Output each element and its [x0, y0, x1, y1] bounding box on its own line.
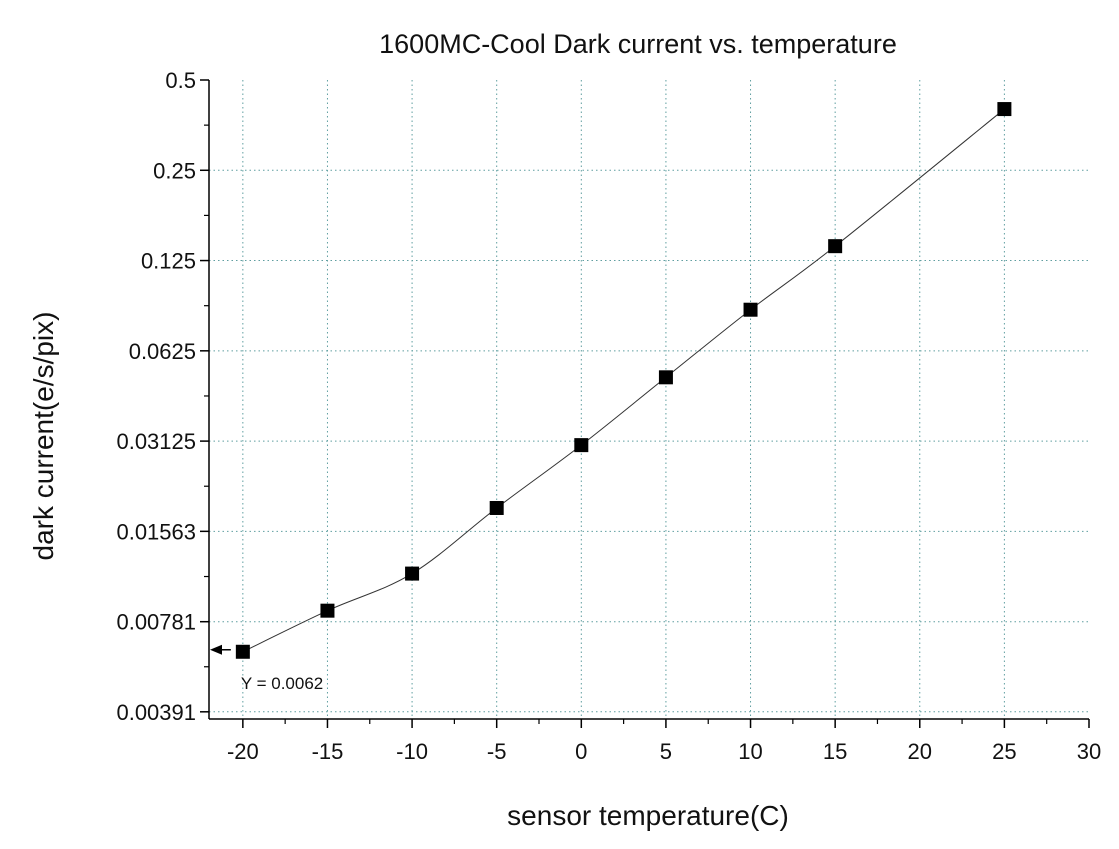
data-point-marker — [235, 644, 250, 659]
axes: -20 -15 -10 -5 0 5 10 15 20 25 30 0.00391 0.00781 0.0… — [116, 68, 1101, 764]
x-axis-label: sensor temperature(C) — [507, 800, 789, 831]
annotations: Y = 0.0062 — [210, 644, 323, 693]
data-point-marker — [320, 603, 335, 618]
y-axis-label: dark current(e/s/pix) — [28, 312, 59, 561]
data-point-marker — [658, 370, 673, 385]
series-line — [242, 108, 1005, 653]
chart-title: 1600MC-Cool Dark current vs. temperature — [379, 29, 897, 59]
x-tick-label: 5 — [660, 739, 672, 764]
x-tick-label: 15 — [823, 739, 847, 764]
y-tick-label: 0.00391 — [116, 700, 196, 725]
y-tick-label: 0.01563 — [116, 519, 196, 544]
x-tick-label: -5 — [487, 739, 507, 764]
x-tick-label: 0 — [575, 739, 587, 764]
y-tick-label: 0.125 — [141, 249, 196, 274]
x-tick-label: 10 — [738, 739, 762, 764]
annotation-arrow-head — [210, 644, 222, 655]
x-tick-label: 20 — [908, 739, 932, 764]
x-tick-label: -10 — [396, 739, 428, 764]
data-point-marker — [405, 566, 420, 581]
data-point-marker — [489, 500, 504, 515]
y-tick-label: 0.03125 — [116, 429, 196, 454]
x-tick-label: -15 — [312, 739, 344, 764]
x-tick-label: -20 — [227, 739, 259, 764]
data-point-marker — [743, 302, 758, 317]
y-tick-label: 0.25 — [153, 158, 196, 183]
x-tick-label: 30 — [1077, 739, 1101, 764]
x-tick-label: 25 — [992, 739, 1016, 764]
data-point-marker — [828, 239, 843, 254]
y-tick-label: 0.0625 — [129, 339, 196, 364]
y-tick-label: 0.00781 — [116, 610, 196, 635]
data-point-marker — [997, 102, 1012, 117]
annotation-label: Y = 0.0062 — [241, 674, 323, 693]
grid — [209, 80, 1089, 719]
y-tick-label: 0.5 — [165, 68, 196, 93]
data-series — [235, 102, 1012, 659]
data-point-marker — [574, 438, 589, 453]
